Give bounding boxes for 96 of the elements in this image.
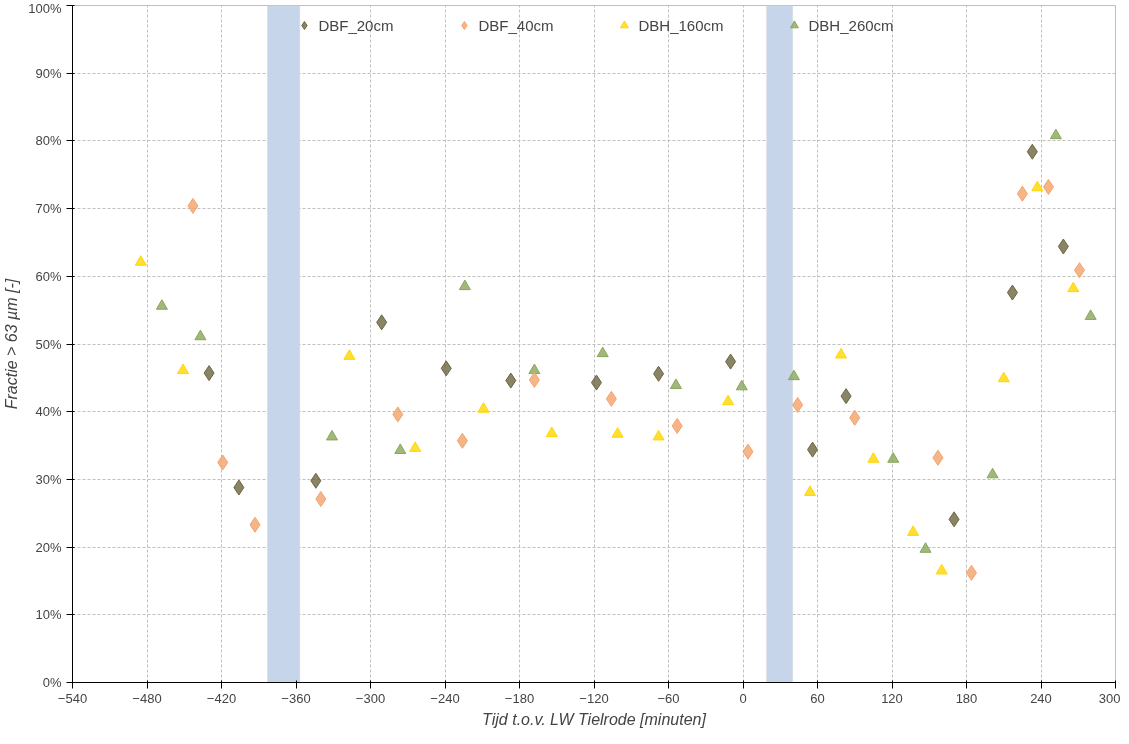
- point: [456, 432, 468, 449]
- point: [394, 443, 407, 454]
- y-tick-label: 100%: [28, 0, 62, 16]
- legend-label: DBH_160cm: [638, 16, 724, 34]
- point: [458, 279, 471, 291]
- point: [907, 525, 920, 536]
- point: [326, 429, 339, 441]
- y-tick-label: 10%: [35, 607, 62, 623]
- y-tick-label: 0%: [42, 675, 62, 690]
- point: [669, 378, 682, 389]
- y-tick-label: 40%: [35, 404, 62, 420]
- point: [1016, 185, 1028, 202]
- y-tick-label: 20%: [35, 539, 62, 555]
- point: [1067, 281, 1080, 293]
- point: [919, 542, 932, 553]
- y-tick-label: 50%: [35, 336, 62, 352]
- point: [1006, 284, 1018, 301]
- point: [590, 374, 602, 391]
- point: [932, 449, 944, 466]
- point: [725, 353, 737, 370]
- point: [376, 314, 388, 331]
- point: [528, 363, 541, 375]
- legend-label: DBH_260cm: [808, 16, 894, 34]
- y-tick-label: 70%: [35, 201, 62, 217]
- x-tick-label: −180: [504, 690, 535, 706]
- x-tick-label: −240: [430, 690, 460, 706]
- point: [187, 197, 199, 214]
- point: [653, 365, 665, 382]
- point: [671, 417, 683, 434]
- point: [194, 329, 207, 341]
- legend-label: DBF_40cm: [478, 16, 554, 34]
- point: [233, 479, 245, 496]
- point: [1057, 238, 1069, 255]
- point: [804, 485, 817, 496]
- point: [392, 406, 404, 423]
- point: [840, 388, 852, 405]
- point: [1049, 128, 1062, 140]
- point: [867, 452, 880, 463]
- x-tick-label: −300: [355, 690, 386, 706]
- point: [849, 409, 861, 426]
- x-tick-label: 300: [1098, 690, 1121, 706]
- x-tick-label: −480: [132, 690, 162, 706]
- point: [177, 363, 190, 375]
- point: [835, 347, 848, 359]
- point: [440, 360, 452, 377]
- point: [203, 365, 215, 382]
- point: [1073, 262, 1085, 279]
- point: [807, 441, 819, 458]
- x-tick-label: 180: [955, 690, 978, 706]
- x-tick-label: 0: [739, 690, 747, 706]
- point: [787, 369, 800, 381]
- point: [735, 379, 748, 391]
- point: [948, 511, 960, 528]
- point: [409, 441, 422, 452]
- x-tick-label: −60: [657, 690, 680, 706]
- point: [722, 394, 735, 406]
- x-axis-title: Tijd t.o.v. LW Tielrode [minuten]: [482, 710, 707, 728]
- point: [742, 443, 754, 460]
- y-tick-label: 80%: [35, 133, 62, 149]
- point: [605, 390, 617, 407]
- x-tick-label: −120: [579, 690, 609, 706]
- legend-label: DBF_20cm: [318, 16, 394, 34]
- point: [1031, 180, 1044, 192]
- point: [528, 371, 540, 388]
- point: [343, 349, 356, 360]
- y-tick-label: 60%: [35, 268, 62, 284]
- x-tick-label: −540: [57, 690, 88, 706]
- point: [652, 429, 665, 441]
- point: [1084, 309, 1097, 320]
- point: [986, 467, 999, 479]
- y-axis-title: Fractie > 63 µm [-]: [3, 278, 21, 410]
- point: [611, 427, 624, 438]
- point: [155, 299, 168, 310]
- point: [217, 454, 229, 471]
- x-tick-label: −420: [206, 690, 237, 706]
- point: [935, 563, 948, 575]
- point: [477, 402, 490, 413]
- point: [249, 516, 261, 533]
- y-tick-label: 30%: [35, 471, 62, 487]
- point: [505, 372, 517, 389]
- point: [310, 472, 322, 489]
- x-tick-label: −360: [281, 690, 311, 706]
- point: [1042, 178, 1054, 195]
- point: [134, 255, 147, 266]
- point: [792, 396, 804, 413]
- x-tick-label: 240: [1030, 690, 1052, 706]
- point: [596, 346, 609, 358]
- point: [997, 371, 1010, 383]
- x-tick-label: 60: [810, 690, 825, 706]
- point: [315, 491, 327, 508]
- y-tick-label: 90%: [35, 65, 62, 81]
- point: [545, 426, 558, 438]
- point: [965, 564, 977, 581]
- point: [1026, 143, 1038, 160]
- x-tick-label: 120: [881, 690, 903, 706]
- point: [887, 452, 900, 463]
